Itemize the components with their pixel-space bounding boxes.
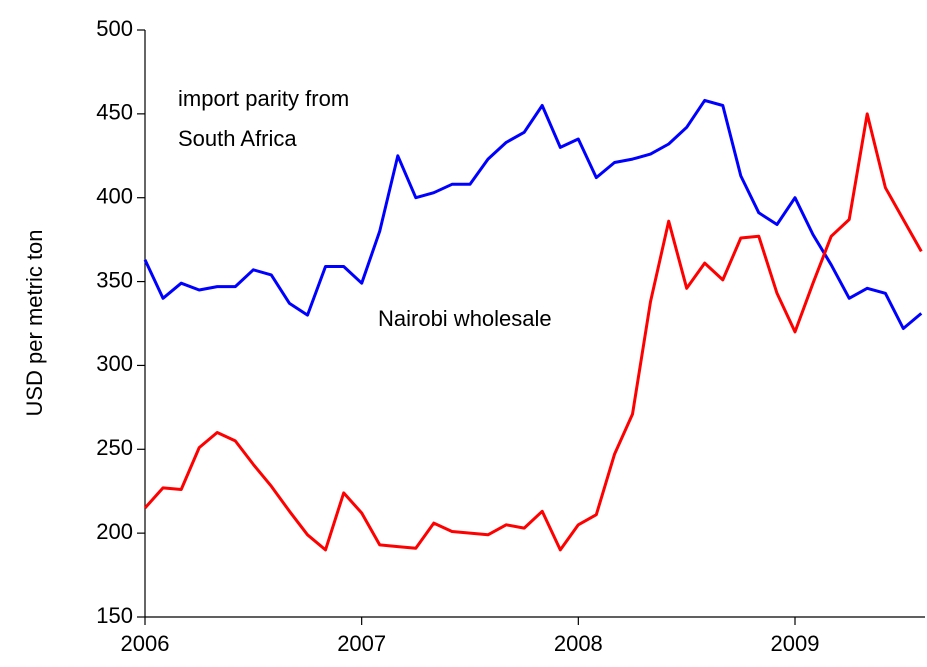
y-tick-label: 200 xyxy=(96,519,133,544)
y-tick-label: 500 xyxy=(96,16,133,41)
y-tick-label: 300 xyxy=(96,351,133,376)
annotation: Nairobi wholesale xyxy=(378,306,552,331)
y-tick-label: 150 xyxy=(96,603,133,628)
y-tick-label: 350 xyxy=(96,267,133,292)
y-tick-label: 450 xyxy=(96,100,133,125)
y-axis-label: USD per metric ton xyxy=(22,229,47,416)
x-tick-label: 2008 xyxy=(554,631,603,656)
line-series xyxy=(143,112,923,552)
annotation: South Africa xyxy=(178,126,297,151)
x-tick-label: 2007 xyxy=(337,631,386,656)
x-tick-label: 2006 xyxy=(121,631,170,656)
y-tick-label: 250 xyxy=(96,435,133,460)
y-tick-label: 400 xyxy=(96,184,133,209)
annotation: import parity from xyxy=(178,86,349,111)
line-series xyxy=(143,98,923,330)
x-tick-label: 2009 xyxy=(771,631,820,656)
